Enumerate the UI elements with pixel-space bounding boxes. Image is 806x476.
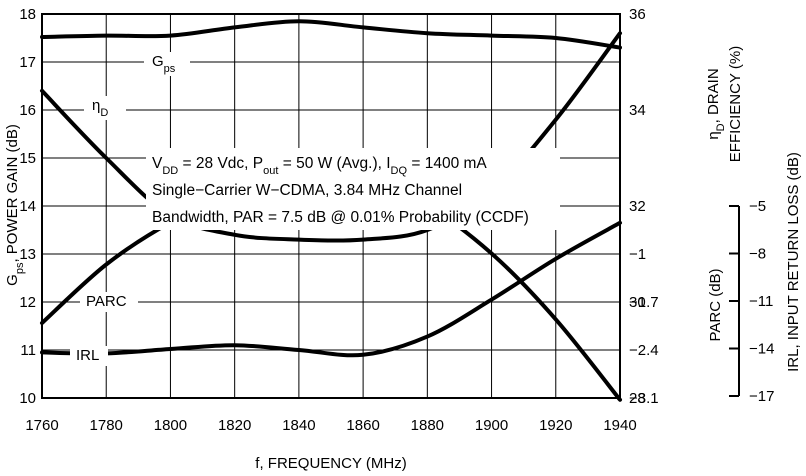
gain-axis-title: Gps, POWER GAIN (dB) bbox=[4, 124, 26, 286]
subscript: ps bbox=[164, 63, 176, 75]
series-label: Gps bbox=[152, 53, 176, 75]
efficiency-tick-labels: 28 30 32 34 36 bbox=[629, 6, 646, 407]
irl-tick-label: −11 bbox=[749, 293, 773, 310]
text-run: G bbox=[4, 274, 21, 286]
series-labels: Gps ηD PARC IRL bbox=[70, 52, 190, 366]
gain-tick-label: 14 bbox=[19, 198, 36, 215]
subscript: out bbox=[263, 165, 278, 177]
conditions-annotation: VDD = 28 Vdc, Pout = 50 W (Avg.), IDQ = … bbox=[146, 148, 560, 230]
text-run: PARC bbox=[86, 293, 127, 310]
gain-tick-label: 13 bbox=[19, 246, 36, 263]
parc-axis-title: PARC (dB) bbox=[707, 268, 724, 341]
x-axis-title: f, FREQUENCY (MHz) bbox=[255, 455, 406, 472]
irl-tick-label: −5 bbox=[749, 198, 766, 215]
series-label-bg bbox=[84, 96, 126, 120]
x-tick-label: 1940 bbox=[603, 417, 636, 434]
subscript: DD bbox=[162, 165, 178, 177]
text-run: = 28 Vdc, P bbox=[178, 155, 263, 172]
efficiency-tick-label: 30 bbox=[629, 294, 646, 311]
text-run: , POWER GAIN (dB) bbox=[4, 124, 21, 262]
text-run: = 1400 mA bbox=[407, 155, 487, 172]
text-run: Bandwidth, PAR = 7.5 dB @ 0.01% Probabil… bbox=[152, 209, 529, 226]
annotation-line: Bandwidth, PAR = 7.5 dB @ 0.01% Probabil… bbox=[152, 209, 529, 226]
text-run: = 50 W (Avg.), I bbox=[278, 155, 390, 172]
gain-tick-label: 10 bbox=[19, 390, 36, 407]
series-line-irl bbox=[40, 220, 622, 358]
x-tick-label: 1900 bbox=[475, 417, 508, 434]
text-run: G bbox=[152, 53, 164, 70]
x-tick-label: 1820 bbox=[218, 417, 251, 434]
irl-tick-label: −14 bbox=[749, 341, 774, 358]
x-tick-label: 1920 bbox=[539, 417, 572, 434]
irl-axis: −5 −8 −11 −14 −17 bbox=[729, 198, 774, 405]
series-label: ηD bbox=[92, 97, 108, 119]
parc-tick-label: −1.7 bbox=[629, 294, 659, 311]
x-tick-labels: 1760 1780 1800 1820 1840 1860 1880 1900 1920 1940 bbox=[25, 417, 636, 434]
gain-tick-label: 11 bbox=[20, 342, 36, 359]
x-tick-label: 1880 bbox=[411, 417, 444, 434]
parc-tick-label: −3.1 bbox=[629, 390, 659, 407]
efficiency-tick-label: 32 bbox=[629, 198, 646, 215]
series-label: IRL bbox=[76, 347, 99, 364]
gain-tick-label: 17 bbox=[19, 54, 36, 71]
gain-tick-label: 15 bbox=[19, 150, 36, 167]
series-line-ηd bbox=[40, 31, 622, 243]
efficiency-tick-label: 34 bbox=[629, 102, 646, 119]
irl-tick-label: −17 bbox=[749, 388, 774, 405]
x-tick-label: 1800 bbox=[154, 417, 187, 434]
axis-titles: f, FREQUENCY (MHz)Gps, POWER GAIN (dB) ηD… bbox=[4, 46, 802, 472]
text-run: η bbox=[705, 131, 722, 139]
subscript: D bbox=[100, 107, 108, 119]
x-tick-label: 1760 bbox=[25, 417, 58, 434]
subscript: DQ bbox=[391, 165, 408, 177]
subscript: ps bbox=[14, 262, 26, 274]
series-label-bg bbox=[80, 292, 138, 312]
x-tick-label: 1860 bbox=[346, 417, 379, 434]
series-label-bg bbox=[144, 52, 190, 76]
efficiency-tick-label: 28 bbox=[629, 390, 646, 407]
efficiency-tick-label: 36 bbox=[629, 6, 646, 23]
text-run: Single−Carrier W−CDMA, 3.84 MHz Channel bbox=[152, 182, 462, 199]
annotation-line: VDD = 28 Vdc, Pout = 50 W (Avg.), IDQ = … bbox=[152, 155, 487, 177]
series-label-bg bbox=[70, 346, 108, 366]
gain-tick-label: 16 bbox=[19, 102, 36, 119]
irl-axis-title: IRL, INPUT RETURN LOSS (dB) bbox=[785, 152, 802, 372]
x-tick-label: 1780 bbox=[90, 417, 123, 434]
series-label: PARC bbox=[86, 293, 127, 310]
efficiency-axis-title-line1: ηD, DRAIN bbox=[705, 68, 727, 139]
parc-tick-label: −1 bbox=[629, 246, 646, 263]
text-run: , DRAIN bbox=[705, 68, 722, 123]
subscript: D bbox=[715, 123, 727, 131]
series-line-gps bbox=[40, 19, 622, 50]
annotation-bg bbox=[146, 148, 560, 230]
text-run: IRL bbox=[76, 347, 99, 364]
text-run: V bbox=[152, 155, 163, 172]
parc-tick-label: −2.4 bbox=[629, 342, 659, 359]
text-run: η bbox=[92, 97, 100, 114]
x-tick-label: 1840 bbox=[282, 417, 315, 434]
plot-frame bbox=[41, 13, 621, 399]
efficiency-axis-title-line2: EFFICIENCY (%) bbox=[727, 46, 744, 162]
gain-tick-label: 12 bbox=[19, 294, 36, 311]
gain-tick-labels: 10 11 12 13 14 15 16 17 18 bbox=[19, 6, 36, 407]
irl-tick-label: −8 bbox=[749, 246, 766, 263]
annotation-line: Single−Carrier W−CDMA, 3.84 MHz Channel bbox=[152, 182, 462, 199]
parc-tick-labels: −3.1 −2.4 −1.7 −1 bbox=[629, 246, 659, 407]
gain-tick-label: 18 bbox=[19, 6, 36, 23]
